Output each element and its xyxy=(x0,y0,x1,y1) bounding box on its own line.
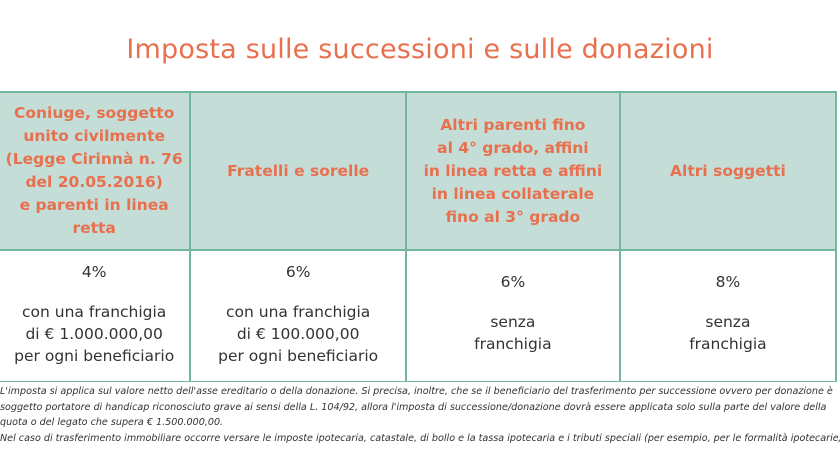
header-line: in linea retta e affini xyxy=(423,161,603,180)
franchise-text: con una franchigia di € 1.000.000,00 per… xyxy=(0,301,189,367)
franchise-line: con una franchigia xyxy=(226,303,371,321)
franchise-line: per ogni beneficiario xyxy=(14,347,175,365)
franchise-text: senza franchigia xyxy=(407,311,619,355)
tax-rate: 4% xyxy=(81,263,107,281)
header-spouse-relatives: Coniuge, soggetto unito civilmente (Legg… xyxy=(0,91,192,251)
header-other-subjects: Altri soggetti xyxy=(618,91,838,251)
tax-rate: 6% xyxy=(500,273,526,291)
header-line: Altri soggetti xyxy=(670,161,786,180)
header-line: fino al 3° grado xyxy=(445,207,581,226)
tax-table: Coniuge, soggetto unito civilmente (Legg… xyxy=(0,91,838,382)
franchise-line: di € 100.000,00 xyxy=(236,325,360,343)
footnote-line: L'imposta si applica sul valore netto de… xyxy=(0,386,833,397)
tax-rate: 6% xyxy=(285,263,311,281)
tax-rate: 8% xyxy=(715,273,741,291)
footnote-line: quota o del legato che supera € 1.500.00… xyxy=(0,417,224,428)
franchise-text: con una franchigia di € 100.000,00 per o… xyxy=(191,301,405,367)
header-line: Fratelli e sorelle xyxy=(227,161,370,180)
header-line: del 20.05.2016) xyxy=(25,173,163,191)
cell-siblings: 6% con una franchigia di € 100.000,00 pe… xyxy=(189,250,407,382)
header-line: Altri parenti fino xyxy=(440,115,586,134)
cell-other-relatives: 6% senza franchigia xyxy=(404,250,621,382)
cell-spouse-relatives: 4% con una franchigia di € 1.000.000,00 … xyxy=(0,250,192,382)
header-line: (Legge Cirinnà n. 76 xyxy=(5,150,183,168)
franchise-line: franchigia xyxy=(474,335,552,353)
header-line: unito civilmente xyxy=(23,127,166,145)
header-line: al 4° grado, affini xyxy=(437,138,589,157)
header-line: in linea collaterale xyxy=(431,184,595,203)
footnote-line: soggetto portatore di handicap riconosci… xyxy=(0,401,827,413)
footnotes: L'imposta si applica sul valore netto de… xyxy=(0,384,840,446)
franchise-line: per ogni beneficiario xyxy=(218,347,379,365)
franchise-line: senza xyxy=(490,313,536,331)
franchise-line: senza xyxy=(705,313,751,331)
header-siblings: Fratelli e sorelle xyxy=(189,91,407,251)
franchise-line: con una franchigia xyxy=(22,303,167,321)
footnote-line: Nel caso di trasferimento immobiliare oc… xyxy=(0,432,840,444)
franchise-text: senza franchigia xyxy=(621,311,835,355)
header-other-relatives: Altri parenti fino al 4° grado, affini i… xyxy=(404,91,621,251)
franchise-line: di € 1.000.000,00 xyxy=(25,325,163,343)
header-line: e parenti in linea retta xyxy=(19,196,169,237)
header-line: Coniuge, soggetto xyxy=(14,104,175,122)
cell-other-subjects: 8% senza franchigia xyxy=(618,250,838,382)
page-title: Imposta sulle successioni e sulle donazi… xyxy=(126,34,714,65)
franchise-line: franchigia xyxy=(689,335,767,353)
